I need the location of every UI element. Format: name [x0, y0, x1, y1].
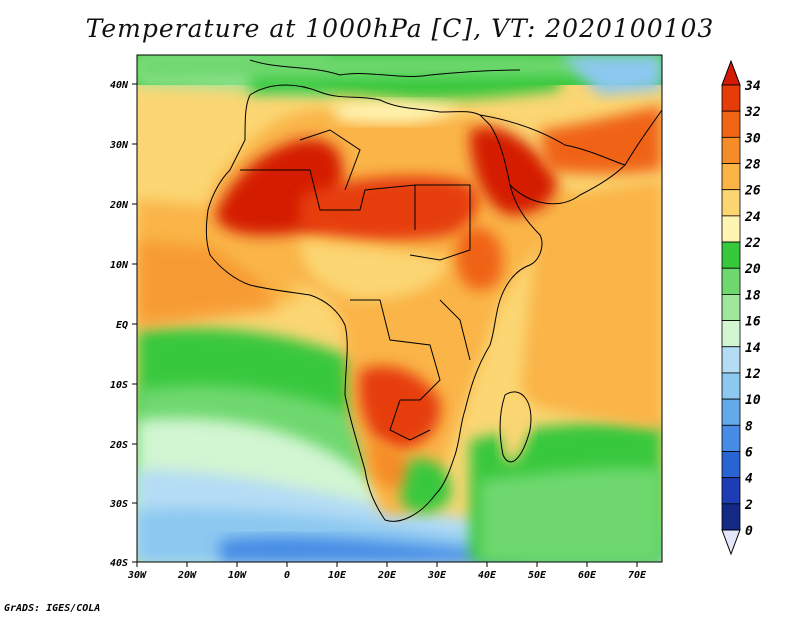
colorbar-swatch	[721, 110, 741, 138]
lat-label: EQ	[116, 320, 128, 331]
colorbar-swatch	[721, 294, 741, 321]
colorbar-swatch	[721, 84, 741, 112]
colorbar-label: 34	[744, 79, 761, 94]
colorbar-bottom-arrow	[721, 529, 741, 556]
lat-label: 30N	[109, 140, 129, 151]
lat-label: 10S	[110, 380, 128, 391]
colorbar-swatch	[721, 451, 741, 479]
map-title: Temperature at 1000hPa [C], VT: 20201001…	[85, 14, 715, 43]
lon-label: 70E	[628, 570, 647, 581]
colorbar-swatch	[721, 189, 741, 217]
lat-label: 10N	[110, 260, 129, 271]
colorbar-label: 16	[745, 315, 761, 330]
lon-label: 50E	[528, 570, 547, 581]
map-frame	[136, 54, 663, 563]
lat-label: 30S	[109, 499, 128, 510]
lat-label: 40S	[110, 558, 128, 569]
colorbar-label: 10	[745, 393, 761, 408]
colorbar-label: 26	[744, 184, 761, 199]
colorbar-swatch	[721, 136, 741, 164]
colorbar-label: 32	[744, 105, 761, 120]
colorbar-label: 30	[744, 131, 761, 146]
colorbar-swatch	[721, 477, 741, 505]
colorbar-label: 22	[744, 236, 761, 251]
lon-label: 30W	[127, 570, 147, 581]
colorbar-swatch	[721, 424, 741, 452]
axis-ticks	[132, 83, 638, 567]
colorbar-swatch	[721, 215, 741, 243]
colorbar-label: 2	[744, 498, 753, 513]
lon-label: 0	[284, 570, 290, 581]
colorbar-swatch	[721, 398, 741, 426]
colorbar-label: 18	[745, 288, 761, 303]
colorbar-swatch	[721, 320, 741, 348]
colorbar-swatch	[721, 346, 741, 374]
colorbar-label: 4	[745, 472, 753, 487]
colorbar-top-arrow	[721, 59, 741, 86]
colorbar-label: 8	[745, 419, 753, 434]
colorbar-label: 12	[745, 367, 761, 382]
colorbar-label: 14	[745, 341, 761, 356]
colorbar-swatch	[721, 503, 741, 531]
lon-label: 10W	[228, 570, 247, 581]
temperature-field	[137, 55, 662, 562]
colorbar-swatch	[721, 241, 741, 269]
coastlines	[205, 59, 662, 522]
colorbar-label: 0	[745, 524, 753, 539]
lon-label: 20E	[377, 570, 397, 581]
lon-label: 10E	[328, 570, 347, 581]
credit-text: GrADS: IGES/COLA	[4, 603, 101, 614]
lon-label: 30E	[427, 570, 447, 581]
lat-label: 20S	[109, 440, 128, 451]
colorbar-label: 24	[744, 210, 761, 225]
lon-label: 40E	[478, 570, 497, 581]
colorbar-label: 28	[744, 158, 761, 173]
lon-label: 60E	[578, 570, 597, 581]
colorbar-swatch	[721, 372, 741, 400]
colorbar-label: 20	[744, 262, 761, 277]
colorbar-label: 6	[745, 445, 753, 460]
lat-label: 40N	[110, 80, 129, 91]
colorbar-swatch	[721, 267, 741, 295]
lat-label: 20N	[109, 200, 129, 211]
lon-label: 20W	[177, 570, 197, 581]
colorbar-swatch	[721, 163, 741, 191]
